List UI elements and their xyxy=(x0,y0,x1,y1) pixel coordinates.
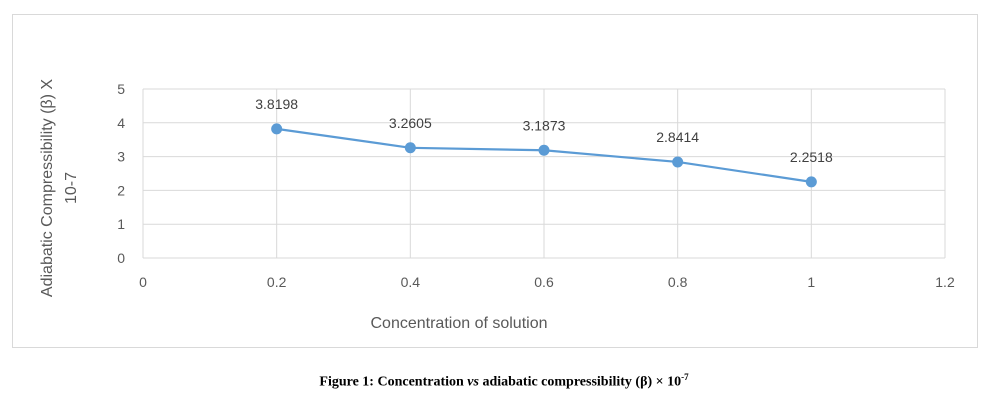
x-axis-ticks: 0 0.2 0.4 0.6 0.8 1 1.2 xyxy=(139,274,955,290)
y-axis-ticks: 0 1 2 3 4 5 xyxy=(117,81,125,266)
data-markers xyxy=(271,123,817,188)
data-point-0 xyxy=(271,123,283,135)
data-label-1: 3.2605 xyxy=(389,115,432,131)
y-tick-label-2: 2 xyxy=(117,182,125,198)
x-tick-label-2: 0.4 xyxy=(401,274,421,290)
figure-caption: Figure 1: Concentration vs adiabatic com… xyxy=(0,372,1008,391)
line-chart: 0 1 2 3 4 5 0 0.2 0.4 0.6 0.8 1 1.2 3.8198 3.2605 3.1… xyxy=(39,79,955,332)
x-tick-label-0: 0 xyxy=(139,274,147,290)
x-axis-title: Concentration of solution xyxy=(371,315,548,332)
y-tick-label-5: 5 xyxy=(117,81,125,97)
caption-prefix: Figure 1: Concentration xyxy=(319,374,468,390)
data-point-2 xyxy=(538,144,550,156)
x-tick-label-6: 1.2 xyxy=(935,274,955,290)
caption-emphasis: vs xyxy=(467,374,479,390)
x-tick-label-3: 0.6 xyxy=(534,274,554,290)
caption-superscript: -7 xyxy=(681,372,689,382)
y-tick-label-3: 3 xyxy=(117,149,125,165)
data-point-3 xyxy=(672,156,684,168)
data-label-3: 2.8414 xyxy=(656,129,699,145)
y-tick-label-0: 0 xyxy=(117,250,125,266)
chart-area xyxy=(12,14,978,348)
x-tick-label-1: 0.2 xyxy=(267,274,287,290)
caption-middle: adiabatic compressibility (β) × 10 xyxy=(478,374,682,390)
data-labels: 3.8198 3.2605 3.1873 2.8414 2.2518 xyxy=(255,96,833,165)
y-tick-label-1: 1 xyxy=(117,216,125,232)
x-tick-label-4: 0.8 xyxy=(668,274,688,290)
y-axis-title: Adiabatic Compressibility (β) X 10-7 xyxy=(39,79,80,297)
y-axis-title-line1: Adiabatic Compressibility (β) X xyxy=(39,79,56,297)
y-axis-title-line2: 10-7 xyxy=(63,172,80,204)
data-label-4: 2.2518 xyxy=(790,149,833,165)
data-label-0: 3.8198 xyxy=(255,96,298,112)
gridlines xyxy=(142,88,946,259)
data-point-4 xyxy=(805,176,817,188)
data-point-1 xyxy=(404,142,416,154)
x-tick-label-5: 1 xyxy=(807,274,815,290)
data-label-2: 3.1873 xyxy=(523,117,566,133)
y-tick-label-4: 4 xyxy=(117,115,125,131)
